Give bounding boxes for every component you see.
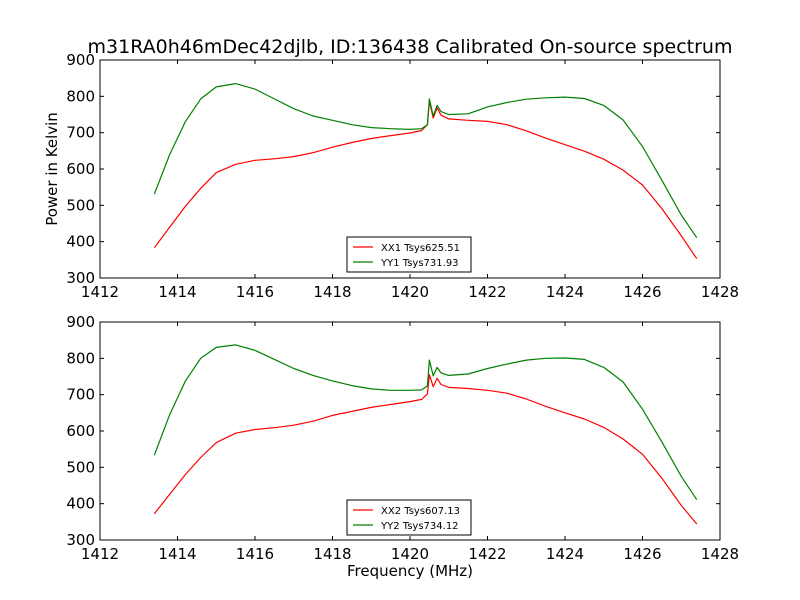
x-tick-label: 1422: [468, 545, 506, 563]
y-tick-label: 700: [66, 386, 95, 404]
legend-box: [346, 236, 472, 273]
legend-label: XX1 Tsys625.51: [381, 243, 460, 254]
y-tick-label: 600: [66, 422, 95, 440]
legend-box: [346, 499, 472, 536]
x-tick-label: 1420: [391, 545, 429, 563]
y-tick-label: 800: [66, 87, 95, 105]
y-tick-label: 400: [66, 495, 95, 513]
y-tick-label: 700: [66, 124, 95, 142]
x-tick-label: 1426: [623, 283, 661, 301]
y-tick-label: 900: [66, 51, 95, 69]
y-tick-label: 900: [66, 313, 95, 331]
y-tick-label: 800: [66, 349, 95, 367]
y-axis-label: Power in Kelvin: [43, 112, 61, 226]
x-tick-label: 1414: [158, 545, 196, 563]
legend-label: YY1 Tsys731.93: [380, 258, 459, 269]
y-tick-label: 600: [66, 160, 95, 178]
x-tick-label: 1418: [313, 545, 351, 563]
x-tick-label: 1428: [701, 283, 739, 301]
legend-label: XX2 Tsys607.13: [381, 506, 460, 517]
x-tick-label: 1416: [236, 283, 274, 301]
x-tick-label: 1412: [81, 545, 119, 563]
y-tick-label: 500: [66, 196, 95, 214]
y-tick-label: 400: [66, 233, 95, 251]
x-tick-label: 1424: [546, 283, 584, 301]
legend-label: YY2 Tsys734.12: [380, 521, 459, 532]
bottom-panel: 1412 1414 1416 1418 1420 1422 1424 1426 1428 300 4…: [66, 313, 739, 563]
top-panel: 1412 1414 1416 1418 1420 1422 1424 1426 1428 300 4…: [66, 51, 739, 301]
x-tick-label: 1414: [158, 283, 196, 301]
x-axis-label: Frequency (MHz): [347, 562, 473, 580]
x-tick-label: 1422: [468, 283, 506, 301]
series-line-yy2: [153, 344, 698, 501]
x-tick-label: 1424: [546, 545, 584, 563]
legend: XX1 Tsys625.51 YY1 Tsys731.93: [346, 236, 472, 273]
x-tick-label: 1418: [313, 283, 351, 301]
x-tick-label: 1416: [236, 545, 274, 563]
series-line-xx2: [153, 374, 698, 525]
legend: XX2 Tsys607.13 YY2 Tsys734.12: [346, 499, 472, 536]
x-tick-label: 1426: [623, 545, 661, 563]
x-tick-label: 1412: [81, 283, 119, 301]
y-tick-label: 500: [66, 458, 95, 476]
figure-title: m31RA0h46mDec42djlb, ID:136438 Calibrate…: [88, 36, 733, 58]
y-tick-label: 300: [66, 269, 95, 287]
x-tick-label: 1428: [701, 545, 739, 563]
x-tick-label: 1420: [391, 283, 429, 301]
series-line-xx1: [153, 100, 698, 260]
series-line-yy1: [153, 83, 698, 239]
y-tick-label: 300: [66, 531, 95, 549]
